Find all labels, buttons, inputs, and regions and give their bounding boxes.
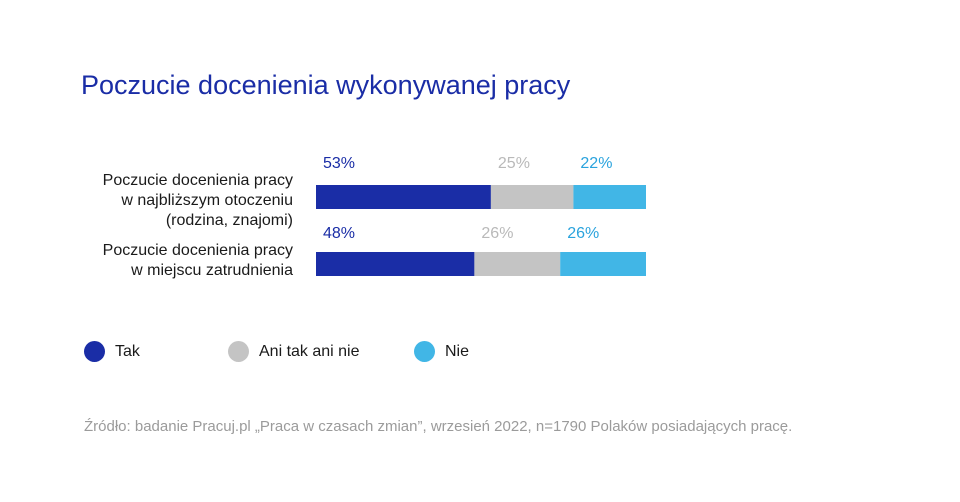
- bar-segment-nie-2: [560, 252, 646, 276]
- legend-label-nie: Nie: [445, 342, 470, 360]
- data-label-tak-1: 53%: [323, 155, 355, 172]
- chart-title: Poczucie docenienia wykonywanej pracy: [81, 70, 571, 100]
- bar-chart: Poczucie docenienia pracy w najbliższym o…: [103, 155, 646, 279]
- source-note: Źródło: badanie Pracuj.pl „Praca w czasa…: [84, 418, 793, 435]
- legend: Tak Ani tak ani nie Nie: [0, 341, 960, 365]
- data-label-ani-tak-ani-nie-1: 25%: [498, 155, 530, 172]
- data-label-nie-2: 26%: [567, 225, 599, 242]
- bar-segment-ani-tak-ani-nie-1: [490, 185, 574, 209]
- bar-segment-tak-2: [316, 252, 475, 276]
- bar-segment-ani-tak-ani-nie-2: [474, 252, 561, 276]
- legend-swatch-tak: [84, 341, 105, 362]
- category-label-2: Poczucie docenienia pracy w miejscu zatru…: [103, 242, 293, 279]
- data-label-ani-tak-ani-nie-2: 26%: [481, 225, 513, 242]
- data-label-tak-2: 48%: [323, 225, 355, 242]
- bar-segment-tak-1: [316, 185, 491, 209]
- category-label-1: Poczucie docenienia pracy w najbliższym o…: [103, 172, 293, 229]
- legend-item-ani-tak-ani-nie: Ani tak ani nie: [228, 341, 360, 362]
- legend-item-tak: Tak: [84, 341, 140, 362]
- bar-segment-nie-1: [573, 185, 646, 209]
- legend-label-tak: Tak: [115, 342, 140, 360]
- data-label-nie-1: 22%: [580, 155, 612, 172]
- legend-label-ani-tak-ani-nie: Ani tak ani nie: [259, 342, 360, 360]
- legend-swatch-ani-tak-ani-nie: [228, 341, 249, 362]
- legend-swatch-nie: [414, 341, 435, 362]
- legend-item-nie: Nie: [414, 341, 469, 362]
